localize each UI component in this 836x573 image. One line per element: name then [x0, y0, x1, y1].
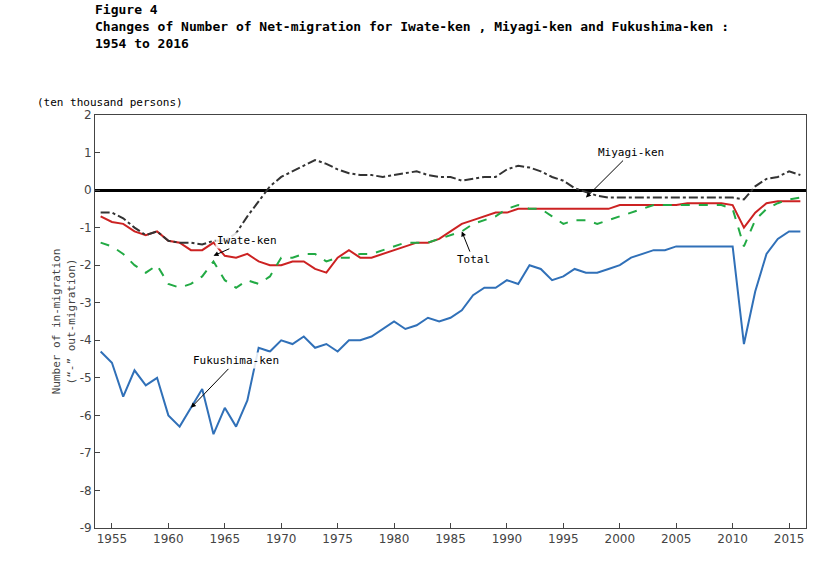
svg-text:0: 0 [84, 183, 92, 197]
svg-text:-6: -6 [80, 409, 92, 423]
svg-text:1985: 1985 [435, 532, 466, 546]
svg-text:(ten thousand persons): (ten thousand persons) [37, 96, 183, 109]
svg-text:Iwate-ken: Iwate-ken [217, 234, 277, 247]
svg-text:-7: -7 [80, 446, 92, 460]
svg-text:1995: 1995 [548, 532, 579, 546]
svg-text:-2: -2 [80, 258, 92, 272]
svg-text:2010: 2010 [717, 532, 748, 546]
svg-text:1975: 1975 [322, 532, 353, 546]
svg-text:-4: -4 [80, 333, 92, 347]
svg-text:-1: -1 [80, 221, 92, 235]
svg-text:Figure 4Changes of Number of N: Figure 4Changes of Number of Net-migrati… [95, 2, 729, 51]
svg-text:2000: 2000 [605, 532, 636, 546]
svg-text:1960: 1960 [153, 532, 184, 546]
svg-text:-8: -8 [80, 484, 92, 498]
svg-text:1: 1 [84, 146, 92, 160]
svg-text:1980: 1980 [379, 532, 410, 546]
svg-text:1965: 1965 [210, 532, 241, 546]
svg-text:1970: 1970 [266, 532, 297, 546]
svg-text:-3: -3 [80, 296, 92, 310]
svg-text:2015: 2015 [774, 532, 805, 546]
svg-text:-5: -5 [80, 371, 92, 385]
svg-text:2: 2 [84, 108, 92, 122]
svg-text:Miyagi-ken: Miyagi-ken [598, 146, 664, 159]
svg-text:1955: 1955 [97, 532, 128, 546]
svg-text:Fukushima-ken: Fukushima-ken [193, 354, 279, 367]
svg-text:Total: Total [457, 253, 490, 266]
svg-text:Number of in-migration(“-” out: Number of in-migration(“-” out-migration… [50, 249, 77, 395]
svg-text:-9: -9 [80, 521, 92, 535]
svg-text:2005: 2005 [661, 532, 692, 546]
svg-text:1990: 1990 [492, 532, 523, 546]
